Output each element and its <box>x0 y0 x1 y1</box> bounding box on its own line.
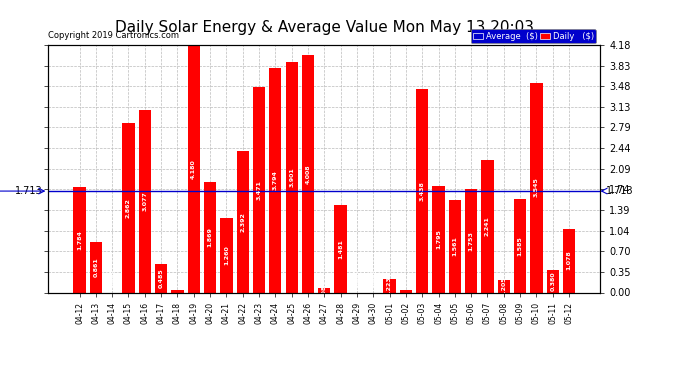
Bar <box>514 199 526 292</box>
Text: 2.241: 2.241 <box>485 216 490 236</box>
Bar <box>269 68 282 292</box>
Text: 1.713: 1.713 <box>606 186 633 196</box>
Bar <box>416 89 428 292</box>
Bar <box>73 187 86 292</box>
Title: Daily Solar Energy & Average Value Mon May 13 20:03: Daily Solar Energy & Average Value Mon M… <box>115 20 534 35</box>
Bar <box>286 62 298 292</box>
Text: 0.223: 0.223 <box>387 276 392 296</box>
Text: 2.392: 2.392 <box>240 212 245 232</box>
Bar <box>204 182 216 292</box>
Text: 0.485: 0.485 <box>159 268 164 288</box>
Text: 0.380: 0.380 <box>550 272 555 291</box>
Bar <box>546 270 559 292</box>
Bar <box>188 45 200 292</box>
Bar <box>497 280 510 292</box>
Bar <box>220 218 233 292</box>
Bar <box>155 264 167 292</box>
Text: 0.205: 0.205 <box>502 277 506 296</box>
Text: 0.000: 0.000 <box>371 268 376 288</box>
Text: 2.862: 2.862 <box>126 198 131 218</box>
Bar <box>384 279 395 292</box>
Bar <box>139 110 151 292</box>
Text: 1.585: 1.585 <box>518 236 522 255</box>
Text: 3.794: 3.794 <box>273 170 278 190</box>
Bar <box>433 186 444 292</box>
Bar <box>465 189 477 292</box>
Bar <box>253 87 265 292</box>
Text: 0.861: 0.861 <box>93 257 99 277</box>
Text: 3.471: 3.471 <box>257 180 262 200</box>
Bar <box>448 200 461 292</box>
Text: 0.000: 0.000 <box>110 268 115 288</box>
Text: 4.180: 4.180 <box>191 159 196 178</box>
Text: 3.545: 3.545 <box>534 178 539 198</box>
Text: 1.784: 1.784 <box>77 230 82 250</box>
Text: 3.077: 3.077 <box>142 192 147 211</box>
Bar <box>563 229 575 292</box>
Text: 0.084: 0.084 <box>322 280 327 300</box>
Bar <box>335 205 347 292</box>
Bar <box>171 290 184 292</box>
Bar <box>237 151 249 292</box>
Text: 1.753: 1.753 <box>469 231 473 251</box>
Text: Copyright 2019 Cartronics.com: Copyright 2019 Cartronics.com <box>48 31 179 40</box>
Text: 1.260: 1.260 <box>224 245 229 265</box>
Text: 1.795: 1.795 <box>436 230 441 249</box>
Bar <box>318 288 331 292</box>
Text: 1.561: 1.561 <box>453 236 457 256</box>
Bar <box>302 55 314 292</box>
Text: 1.869: 1.869 <box>208 227 213 247</box>
Text: 1.481: 1.481 <box>338 239 343 259</box>
Text: 1.078: 1.078 <box>566 251 571 270</box>
Legend: Average  ($), Daily   ($): Average ($), Daily ($) <box>471 29 596 44</box>
Text: 1.713: 1.713 <box>15 186 43 196</box>
Text: 4.008: 4.008 <box>306 164 310 184</box>
Bar <box>90 242 102 292</box>
Bar <box>400 290 412 292</box>
Bar <box>482 160 493 292</box>
Text: 3.438: 3.438 <box>420 181 425 201</box>
Text: 3.901: 3.901 <box>289 167 294 187</box>
Bar <box>122 123 135 292</box>
Text: 0.000: 0.000 <box>355 268 359 288</box>
Bar <box>531 82 542 292</box>
